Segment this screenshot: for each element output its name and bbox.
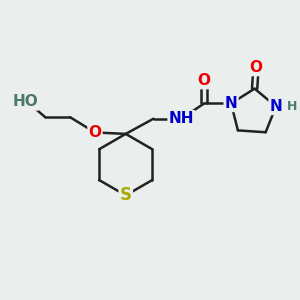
Text: O: O xyxy=(198,73,211,88)
Text: NH: NH xyxy=(169,111,194,126)
Text: O: O xyxy=(88,125,101,140)
Text: O: O xyxy=(250,60,262,75)
Text: H: H xyxy=(287,100,297,113)
Text: S: S xyxy=(120,186,132,204)
Text: HO: HO xyxy=(12,94,38,110)
Text: N: N xyxy=(225,96,238,111)
Text: N: N xyxy=(270,99,282,114)
